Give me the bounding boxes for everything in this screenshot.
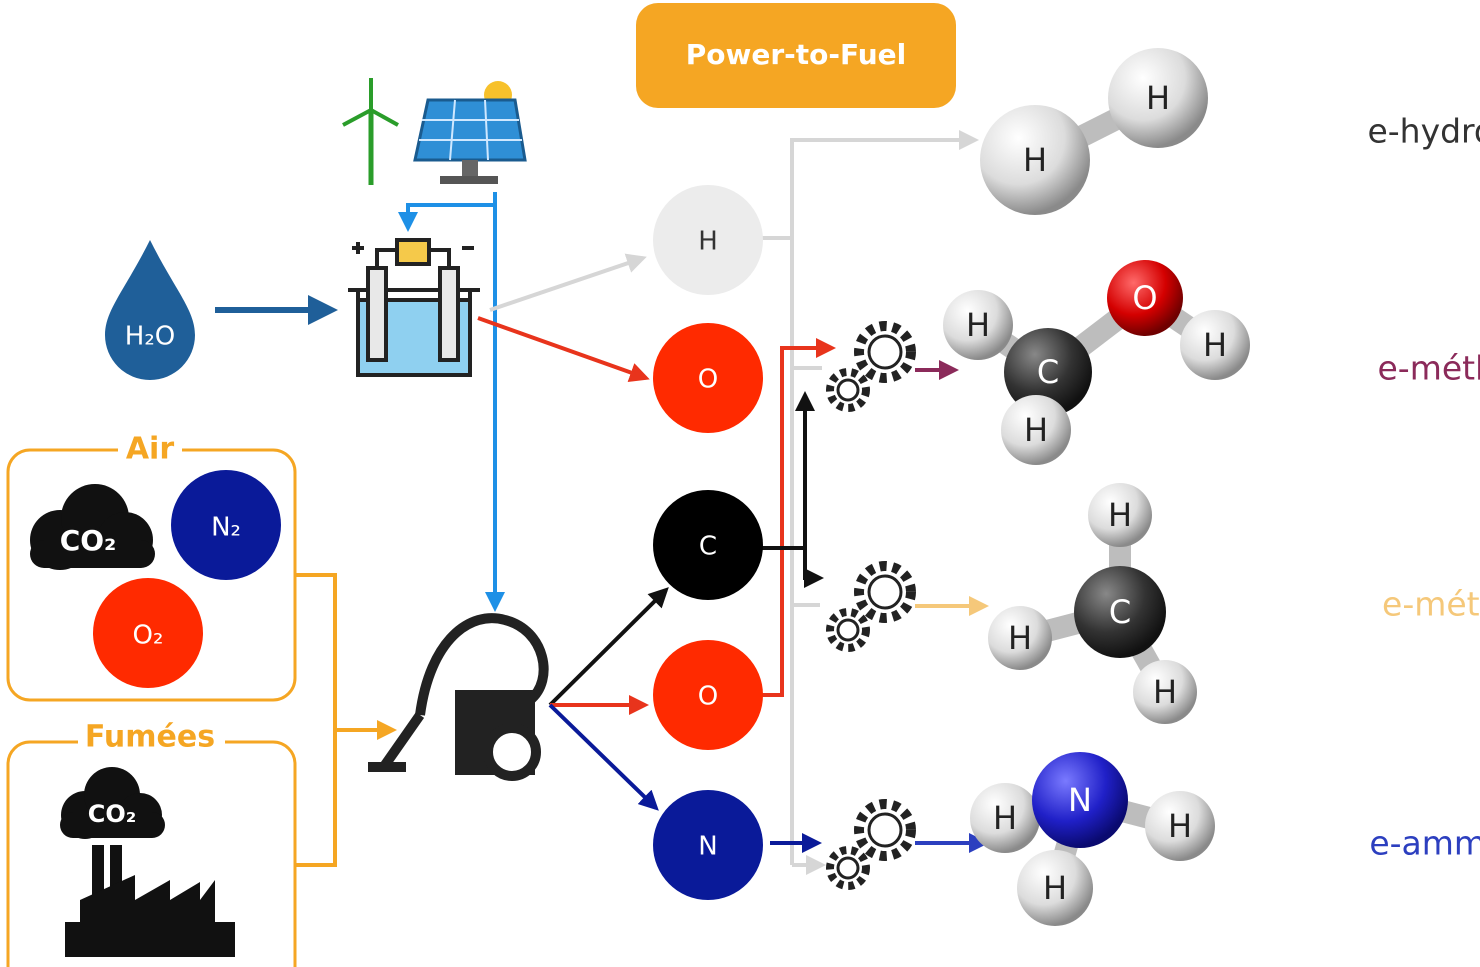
atom-label: H	[1024, 411, 1048, 449]
atom	[943, 290, 1013, 360]
atom-label: H	[993, 799, 1017, 837]
atom-label: C	[1037, 353, 1059, 391]
products: HHe-hydrogèneHOHCHe-méthanolHCHHe-méthan…	[915, 48, 1480, 926]
n2-circle	[171, 470, 281, 580]
cloud	[30, 484, 155, 570]
element-label: C	[699, 532, 717, 562]
air-label: Air	[126, 432, 175, 467]
atom-label: N	[1068, 781, 1092, 819]
element-label: N	[698, 832, 717, 862]
power-lines	[398, 192, 505, 612]
atom-label: H	[1168, 807, 1192, 845]
element-circle	[653, 640, 763, 750]
air-box	[6, 448, 297, 702]
atom	[1108, 48, 1208, 148]
factory	[60, 767, 235, 957]
product-name: e-ammoniac	[1369, 824, 1480, 863]
element-circle	[653, 790, 763, 900]
atom	[1017, 850, 1093, 926]
fumes-box	[6, 740, 297, 967]
atom	[1032, 752, 1128, 848]
atom	[1001, 395, 1071, 465]
distribution	[762, 140, 975, 865]
solar-panel	[413, 81, 527, 184]
atom	[988, 606, 1052, 670]
fumes-label: Fumées	[85, 720, 215, 755]
atom-label: H	[1203, 326, 1227, 364]
air-connector	[295, 573, 393, 867]
element-label: H	[698, 227, 718, 257]
atom	[980, 105, 1090, 215]
gears	[826, 321, 916, 890]
element-circle	[653, 323, 763, 433]
atom-label: H	[1023, 141, 1047, 179]
element-circle	[653, 185, 763, 295]
o2-label: O₂	[133, 621, 164, 651]
vacuum	[368, 613, 549, 781]
arrow	[548, 587, 669, 707]
product-name: e-hydrogène	[1367, 112, 1480, 151]
atom	[1074, 566, 1166, 658]
element-circle	[653, 490, 763, 600]
atom-label: H	[1153, 673, 1177, 711]
atom	[1004, 328, 1092, 416]
arrow	[477, 316, 650, 383]
arrow	[489, 253, 647, 312]
atom	[1088, 483, 1152, 547]
atom-label: H	[1146, 79, 1170, 117]
atom-label: C	[1109, 593, 1131, 631]
atom	[970, 783, 1040, 853]
atom-label: O	[1132, 279, 1157, 317]
product-name: e-méthane	[1382, 585, 1480, 624]
fumes-co2-label: CO₂	[88, 800, 137, 828]
o2-circle	[93, 578, 203, 688]
atom	[1133, 660, 1197, 724]
electrolyzer	[348, 238, 480, 377]
element-label: O	[698, 365, 718, 395]
atom-label: H	[966, 306, 990, 344]
atom-label: H	[1008, 619, 1032, 657]
n2-label: N₂	[211, 513, 241, 543]
atom-label: H	[1043, 869, 1067, 907]
atom	[1107, 260, 1183, 336]
atom-label: H	[1108, 496, 1132, 534]
product-name: e-méthanol	[1377, 349, 1480, 388]
title: Power-to-Fuel	[686, 38, 907, 71]
atom	[1145, 791, 1215, 861]
co2-label: CO₂	[60, 524, 117, 557]
water-drop	[105, 240, 195, 380]
wind-turbine	[342, 78, 399, 185]
arrow	[548, 703, 659, 811]
water-label: H₂O	[125, 322, 175, 352]
atom	[1180, 310, 1250, 380]
element-label: O	[698, 682, 718, 712]
title-box	[636, 3, 956, 108]
